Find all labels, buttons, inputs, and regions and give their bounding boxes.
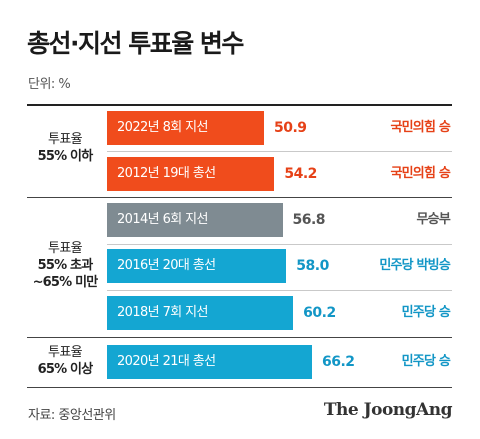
bar-value-label: 58.0 bbox=[296, 258, 329, 274]
election-result-label: 민주당 승 bbox=[401, 305, 451, 320]
bar-category-label: 2020년 21대 총선 bbox=[117, 354, 216, 369]
group-label-line2: 55% 초과 bbox=[37, 258, 94, 273]
election-result-label: 민주당 승 bbox=[401, 354, 451, 369]
row-separator bbox=[107, 151, 452, 152]
bar-category-label: 2016년 20대 총선 bbox=[117, 258, 216, 273]
group-label-line2: 65% 이상 bbox=[37, 362, 94, 377]
election-result-label: 무승부 bbox=[416, 212, 451, 227]
row-separator bbox=[107, 244, 452, 245]
group-label-line3: ~65% 미만 bbox=[32, 275, 99, 290]
bar-category-label: 2014년 6회 지선 bbox=[117, 212, 208, 227]
bar-value-label: 60.2 bbox=[303, 305, 336, 321]
bar-value-label: 54.2 bbox=[284, 166, 317, 182]
top-rule bbox=[27, 104, 452, 106]
bar bbox=[107, 111, 264, 145]
bar-category-label: 2018년 7회 지선 bbox=[117, 305, 208, 320]
bar bbox=[107, 203, 283, 237]
bottom-rule bbox=[27, 387, 452, 388]
bar bbox=[107, 157, 275, 191]
group-label-line1: 투표율 bbox=[47, 241, 83, 256]
group-divider-2 bbox=[27, 337, 452, 338]
group-label-line1: 투표율 bbox=[47, 345, 83, 360]
group-label-high: 투표율 65% 이상 bbox=[30, 344, 100, 378]
row-separator bbox=[107, 290, 452, 291]
source-note: 자료: 중앙선관위 bbox=[28, 408, 116, 423]
bar-category-label: 2012년 19대 총선 bbox=[117, 166, 216, 181]
bar-category-label: 2022년 8회 지선 bbox=[117, 120, 208, 135]
bar bbox=[107, 296, 294, 330]
group-label-low: 투표율 55% 이하 bbox=[30, 131, 100, 165]
bar-value-label: 66.2 bbox=[322, 354, 355, 370]
chart-title: 총선·지선 투표율 변수 bbox=[27, 29, 244, 58]
group-divider-1 bbox=[27, 197, 452, 198]
bar-value-label: 50.9 bbox=[274, 120, 307, 136]
bar-value-label: 56.8 bbox=[292, 212, 326, 228]
election-result-label: 국민의힘 승 bbox=[390, 120, 450, 135]
group-label-line2: 55% 이하 bbox=[37, 149, 94, 164]
election-result-label: 국민의힘 승 bbox=[390, 166, 450, 181]
election-result-label: 민주당 박빙승 bbox=[379, 258, 450, 273]
publisher-logo: The JoongAng bbox=[323, 400, 453, 420]
bar bbox=[107, 249, 287, 283]
group-label-mid: 투표율 55% 초과 ~65% 미만 bbox=[30, 240, 100, 291]
unit-label: 단위: % bbox=[28, 77, 71, 92]
bar bbox=[107, 345, 312, 379]
group-label-line1: 투표율 bbox=[47, 132, 83, 147]
